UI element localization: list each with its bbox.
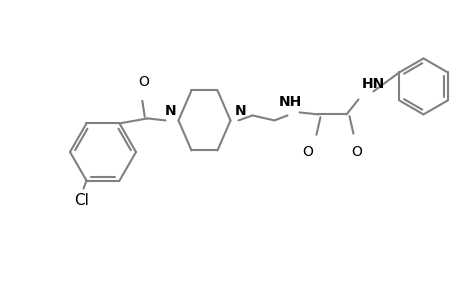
Text: O: O [302, 146, 312, 159]
Text: N: N [164, 104, 176, 118]
Text: O: O [350, 146, 361, 159]
Text: HN: HN [361, 77, 384, 92]
Text: O: O [138, 75, 149, 89]
Text: Cl: Cl [74, 193, 89, 208]
Text: N: N [234, 104, 246, 118]
Text: NH: NH [278, 95, 302, 110]
